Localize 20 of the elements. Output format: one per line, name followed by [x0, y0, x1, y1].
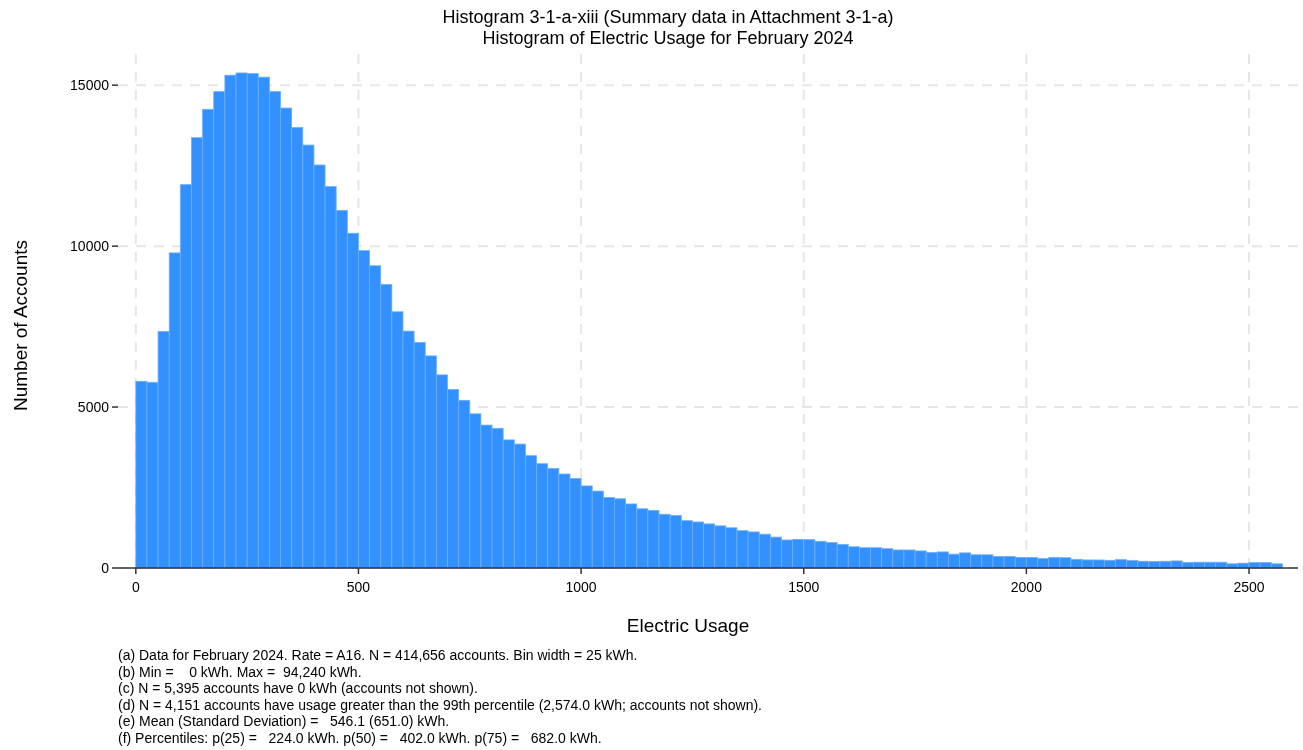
chart-title: Histogram 3-1-a-xiii (Summary data in Attachment 3-1-a) [442, 7, 894, 27]
text: (d) N = 4,151 accounts have usage greater than the 99th percentile (2,574.0 kWh; accounts not shown). [118, 696, 762, 713]
text: (a) Data for February 2024. Rate = A16. N = 414,656 accounts. Bin width = 25 kWh. [118, 647, 638, 663]
x-tick-label: 500 [346, 579, 371, 595]
y-tick-label: 0 [101, 560, 110, 576]
text: (b) Min = 0 kWh. Max = 94,240 kWh. [118, 663, 362, 680]
chart-subtitle: Histogram of Electric Usage for February 2024 [482, 28, 854, 48]
y-tick-label: 5000 [77, 399, 110, 416]
x-tick-label: 2000 [1010, 579, 1043, 595]
y-axis-title: Number of Accounts [10, 239, 31, 412]
x-axis-title: Electric Usage [626, 615, 750, 636]
text: (c) N = 5,395 accounts have 0 kWh (accounts not shown). [118, 680, 478, 697]
x-tick-label: 0 [131, 579, 140, 595]
x-tick-label: 2500 [1233, 579, 1265, 595]
x-tick-label: 1000 [565, 579, 597, 595]
y-tick-label: 15000 [70, 77, 110, 94]
text: (f) Percentiles: p(25) = 224.0 kWh. p(50) = 402.0 kWh. p(75) = 682.0 kWh. [118, 730, 602, 746]
x-tick-label: 1500 [788, 579, 820, 595]
text: (e) Mean (Standard Deviation) = 546.1 (651.0) kWh. [118, 713, 450, 730]
y-tick-label: 10000 [70, 238, 110, 255]
